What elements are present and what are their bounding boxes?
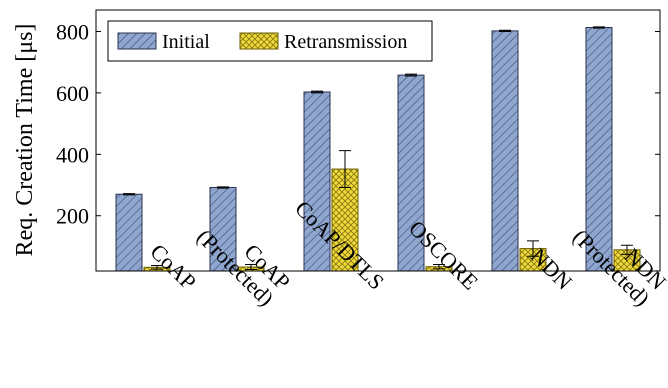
- plot-frame: [95, 9, 661, 272]
- error-bar-initial-3: [405, 73, 417, 77]
- bar-initial-3: [397, 74, 425, 272]
- x-category-label: CoAP(Protected): [192, 208, 295, 311]
- x-category-label: CoAP: [145, 239, 201, 295]
- error-bar-retransmission-2: [339, 150, 351, 188]
- error-bar-initial-2: [311, 90, 323, 94]
- legend-swatch-retransmission: [239, 32, 279, 50]
- y-tick-label: 600: [56, 81, 89, 106]
- y-tick-label: 400: [56, 142, 89, 167]
- error-bar-retransmission-3: [433, 264, 445, 270]
- error-bar-initial-5: [593, 26, 605, 29]
- legend-swatch-initial: [117, 32, 157, 50]
- y-tick-label: 800: [56, 19, 89, 44]
- error-bar-initial-4: [499, 29, 511, 32]
- legend: Initial Retransmission: [107, 20, 433, 62]
- legend-label-initial: Initial: [162, 31, 210, 53]
- error-bar-retransmission-5: [621, 244, 633, 255]
- y-tick-label: 200: [56, 204, 89, 229]
- y-axis-title: Req. Creation Time [μs]: [12, 24, 38, 257]
- error-bar-retransmission-4: [527, 240, 539, 257]
- x-category-label: NDN(Protected): [568, 208, 668, 311]
- bar-initial-1: [209, 186, 237, 272]
- error-bar-retransmission-1: [245, 264, 257, 270]
- bar-initial-4: [491, 30, 519, 272]
- error-bar-retransmission-0: [151, 264, 163, 270]
- bar-initial-0: [115, 193, 143, 272]
- error-bar-initial-0: [123, 193, 135, 196]
- error-bar-initial-1: [217, 186, 229, 189]
- legend-label-retransmission: Retransmission: [284, 31, 407, 53]
